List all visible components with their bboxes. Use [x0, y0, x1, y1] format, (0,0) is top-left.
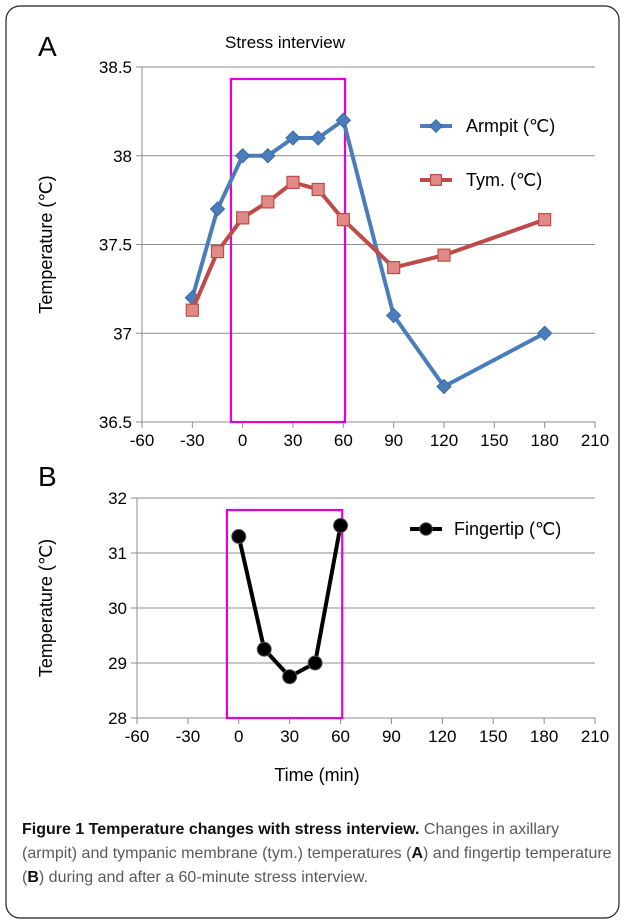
panel-a-chart: 36.5 37 37.5 38 38.5 -60 -30 0 30 60 90 120 150 180 21…	[36, 33, 609, 450]
data-point-b-0	[231, 529, 247, 544]
caption-body-1: Changes in axillary (armpit) and tympani…	[22, 821, 560, 862]
figure-border	[5, 5, 620, 919]
x-tick-label-b: -60	[125, 727, 150, 746]
data-point-a-1	[387, 260, 401, 275]
legend-marker-a-0	[428, 118, 444, 134]
caption-letter-b: B	[27, 869, 39, 886]
data-point-a-0	[234, 148, 251, 164]
legend-label-a-1: Tym. (℃)	[466, 170, 542, 190]
x-tick-label-a: 180	[530, 431, 558, 450]
data-point-a-0	[310, 130, 326, 146]
data-point-a-0	[285, 130, 301, 146]
y-tick-label-b: 29	[108, 654, 127, 673]
y-tick-label-a: 38.5	[99, 58, 132, 77]
legend-label-b-0: Fingertip (℃)	[454, 519, 561, 539]
x-tick-label-b: 210	[581, 727, 609, 746]
x-tick-label-b: 60	[331, 727, 350, 746]
caption-body-3: ) during and after a 60-minute stress in…	[38, 869, 368, 886]
y-tick-label-a: 37.5	[99, 236, 132, 255]
y-tick-label-a: 38	[113, 147, 132, 166]
x-tick-label-a: 60	[334, 431, 353, 450]
x-tick-label-b: 150	[479, 727, 507, 746]
stress-period-box-b	[225, 508, 344, 720]
data-point-a-1	[311, 182, 325, 197]
series-line-b-0	[236, 525, 343, 679]
x-tick-label-a: 30	[284, 431, 303, 450]
x-tick-label-a: -60	[130, 431, 155, 450]
x-tick-label-b: -30	[176, 727, 201, 746]
legend-marker-a-1	[430, 174, 443, 187]
x-tick-label-b: 120	[428, 727, 456, 746]
data-point-b-0	[282, 669, 298, 685]
caption-title: Figure 1 Temperature changes with stress…	[22, 821, 420, 838]
data-point-a-0	[385, 307, 402, 324]
y-tick-label-b: 31	[108, 544, 127, 563]
figure-caption: Figure 1 Temperature changes with stress…	[22, 818, 612, 890]
y-tick-label-b: 28	[108, 709, 127, 728]
series-line-a-1	[190, 180, 546, 311]
data-point-b-0	[307, 655, 323, 671]
x-tick-label-a: 0	[238, 431, 247, 450]
y-tick-label-b: 30	[108, 599, 127, 618]
data-point-b-0	[256, 641, 272, 657]
data-point-a-1	[236, 211, 250, 225]
data-point-a-1	[437, 248, 451, 262]
series-line-a-0	[190, 118, 546, 389]
data-point-a-0	[436, 378, 452, 395]
x-tick-label-b: 90	[382, 727, 401, 746]
caption-body-2: ) and fingertip temperature (	[22, 845, 612, 886]
caption-letter-a: A	[411, 845, 424, 862]
data-point-a-1	[261, 195, 275, 209]
y-axis-title-b: Temperature (℃)	[36, 539, 56, 677]
y-axis-title-a: Temperature (℃)	[36, 175, 56, 313]
y-tick-label-a: 36.5	[99, 413, 132, 432]
data-point-a-0	[260, 148, 276, 164]
x-tick-label-b: 0	[234, 727, 243, 746]
x-tick-label-a: 210	[581, 431, 609, 450]
panel-letter-b: B	[38, 461, 57, 492]
legend-label-a-0: Armpit (℃)	[466, 116, 555, 136]
y-tick-label-a: 37	[113, 324, 132, 343]
data-point-a-1	[210, 245, 225, 259]
x-tick-label-a: -30	[180, 431, 205, 450]
legend-marker-b-0	[419, 522, 433, 536]
panel-letter-a: A	[38, 31, 57, 62]
x-tick-label-a: 90	[384, 431, 403, 450]
chart-title-a: Stress interview	[225, 33, 346, 52]
x-tick-label-a: 150	[480, 431, 508, 450]
data-point-a-1	[185, 303, 199, 317]
y-tick-label-b: 32	[108, 489, 127, 508]
x-tick-label-a: 120	[430, 431, 458, 450]
data-point-a-0	[209, 201, 226, 217]
x-tick-label-b: 30	[280, 727, 299, 746]
x-axis-title-b: Time (min)	[274, 765, 359, 785]
panel-b-chart: 28 29 30 31 32 -60 -30 0 30 60 90 120 150 180 210 Tempe…	[36, 489, 609, 785]
data-point-a-1	[286, 175, 300, 189]
data-point-a-1	[538, 213, 552, 227]
data-point-a-0	[335, 112, 352, 128]
data-point-a-0	[536, 325, 553, 341]
x-tick-label-b: 180	[530, 727, 558, 746]
stress-period-box-a	[229, 77, 347, 424]
data-point-a-1	[336, 213, 350, 227]
data-point-b-0	[333, 518, 349, 533]
